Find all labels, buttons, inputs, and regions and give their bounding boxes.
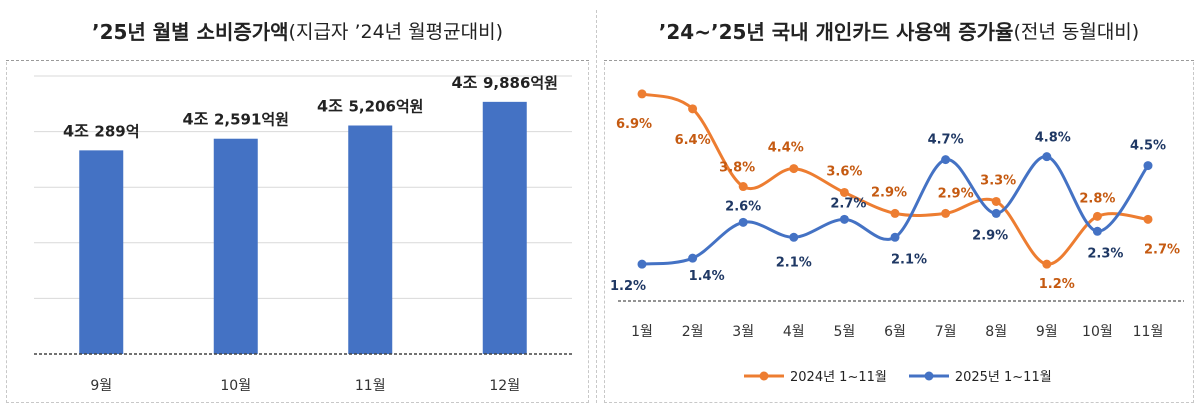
legend-label-2024: 2024년 1~11월 bbox=[790, 370, 887, 385]
series-2025-point bbox=[1042, 152, 1052, 162]
bar-category-label: 12월 bbox=[489, 378, 520, 394]
series-2025-point bbox=[688, 253, 698, 263]
bar bbox=[213, 138, 258, 354]
bar bbox=[79, 150, 124, 354]
bar-value-label: 4조 5,206억원 bbox=[317, 97, 423, 116]
right-chart-title: ’24~’25년 국내 개인카드 사용액 증가율 (전년 동월대비) bbox=[604, 6, 1194, 54]
series-2025-point bbox=[890, 232, 900, 242]
line-category-label: 9월 bbox=[1036, 324, 1058, 340]
line-category-label: 7월 bbox=[935, 324, 957, 340]
bar bbox=[348, 125, 393, 355]
right-panel: ’24~’25년 국내 개인카드 사용액 증가율 (전년 동월대비) 1월 2월 3월… bbox=[604, 6, 1194, 403]
left-chart-title: ’25년 월별 소비증가액 (지급자 ’24년 월평균대비) bbox=[6, 6, 589, 54]
line-category-label: 11월 bbox=[1133, 324, 1164, 340]
series-2025-data-label: 2.6% bbox=[725, 199, 761, 214]
series-2024-point bbox=[991, 196, 1001, 206]
line-category-label: 1월 bbox=[631, 324, 653, 340]
series-2024-point bbox=[890, 208, 900, 218]
series-2024-data-label: 3.6% bbox=[826, 164, 862, 179]
panel-divider bbox=[596, 10, 597, 403]
legend-marker-2024 bbox=[744, 371, 784, 380]
bar-value-label: 4조 9,886억원 bbox=[452, 73, 558, 92]
series-2024-point bbox=[1042, 259, 1052, 269]
left-title-normal: (지급자 ’24년 월평균대비) bbox=[288, 20, 503, 43]
bar-value-label-major: 4조 bbox=[183, 110, 214, 129]
bar-value-label-major: 4조 bbox=[317, 97, 348, 116]
line-legend: 2024년 1~11월 2025년 1~11월 bbox=[744, 366, 1052, 385]
bar bbox=[482, 101, 527, 355]
bar-category-label: 9월 bbox=[90, 378, 112, 394]
series-2025-point bbox=[738, 217, 748, 227]
series-2025-data-label: 4.7% bbox=[928, 133, 964, 148]
series-2024-point bbox=[941, 208, 951, 218]
series-2024-data-label: 2.8% bbox=[1079, 191, 1115, 206]
legend-item-2024: 2024년 1~11월 bbox=[744, 366, 887, 385]
series-2024-data-label: 4.4% bbox=[768, 141, 804, 156]
series-2024-point bbox=[637, 89, 647, 99]
line-chart: 1월 2월 3월 4월 5월 6월 7월 8월 9월 10월 11월 6.9% 6.4% 3.8% 4.4%… bbox=[610, 89, 1184, 340]
bar-chart: 4조 289억 9월 4조 2,591억원 10월 4조 5,206억원 11월 4조 9,… bbox=[34, 73, 572, 394]
series-2024-data-label: 6.4% bbox=[675, 133, 711, 148]
series-2025-point bbox=[1092, 226, 1102, 236]
legend-label-2025: 2025년 1~11월 bbox=[954, 370, 1052, 385]
series-2025-data-label: 2.3% bbox=[1087, 246, 1123, 261]
bar-value-label-minor: 9,886억원 bbox=[483, 74, 558, 92]
series-2024-data-label: 1.2% bbox=[1039, 277, 1075, 292]
series-2024-point bbox=[1092, 211, 1102, 221]
bar-category-label: 10월 bbox=[220, 378, 251, 394]
right-frame bbox=[604, 62, 1194, 403]
series-2025-point bbox=[637, 259, 647, 269]
right-title-rule bbox=[604, 60, 1194, 61]
series-2025-data-label: 1.4% bbox=[689, 269, 725, 284]
series-2024-data-label: 3.3% bbox=[980, 173, 1016, 188]
line-category-label: 2월 bbox=[682, 324, 704, 340]
series-2024-data-label: 2.7% bbox=[1144, 242, 1180, 257]
series-2025-data-label: 4.8% bbox=[1035, 131, 1071, 146]
bar-value-label-major: 4조 bbox=[452, 73, 483, 92]
series-2025-data-label: 2.1% bbox=[891, 252, 927, 267]
line-category-label: 5월 bbox=[834, 324, 856, 340]
line-category-label: 10월 bbox=[1082, 324, 1113, 340]
series-2024-point bbox=[789, 164, 799, 174]
series-2025-data-label: 2.9% bbox=[972, 228, 1008, 243]
series-2024-point bbox=[688, 104, 698, 114]
series-2024-point bbox=[1143, 214, 1153, 224]
series-2024-data-label: 2.9% bbox=[871, 185, 907, 200]
left-panel: ’25년 월별 소비증가액 (지급자 ’24년 월평균대비) 4조 289억 9월 4… bbox=[6, 6, 589, 403]
line-category-label: 8월 bbox=[985, 324, 1007, 340]
series-2024-data-label: 3.8% bbox=[719, 161, 755, 176]
series-2024-point bbox=[738, 182, 748, 192]
bar-value-label-minor: 5,206억원 bbox=[348, 98, 423, 116]
bar-value-label-major: 4조 bbox=[63, 121, 94, 140]
series-2025-data-label: 1.2% bbox=[610, 279, 646, 294]
series-2025-point bbox=[991, 208, 1001, 218]
bar-value-label: 4조 289억 bbox=[63, 121, 140, 140]
series-2025-point bbox=[941, 155, 951, 165]
series-2025-data-label: 4.5% bbox=[1130, 139, 1166, 154]
bar-value-label-minor: 289억 bbox=[94, 122, 139, 140]
series-2024-point bbox=[839, 187, 849, 197]
series-2024-data-label: 2.9% bbox=[938, 186, 974, 201]
series-2025-line bbox=[641, 155, 1150, 266]
legend-item-2025: 2025년 1~11월 bbox=[908, 366, 1052, 385]
series-2025-point bbox=[839, 214, 849, 224]
right-title-normal: (전년 동월대비) bbox=[1013, 20, 1140, 43]
bar-value-label-minor: 2,591억원 bbox=[214, 111, 289, 129]
series-2025-data-label: 2.1% bbox=[776, 255, 812, 270]
series-2025-point bbox=[789, 232, 799, 242]
bar-value-label: 4조 2,591억원 bbox=[183, 110, 289, 129]
legend-marker-2025 bbox=[908, 371, 949, 380]
series-2025-data-label: 2.7% bbox=[830, 196, 866, 211]
left-title-bold: ’25년 월별 소비증가액 bbox=[91, 19, 289, 44]
line-category-label: 4월 bbox=[783, 324, 805, 340]
line-category-label: 3월 bbox=[732, 324, 754, 340]
series-2025-point bbox=[1143, 161, 1153, 171]
line-category-label: 6월 bbox=[884, 324, 906, 340]
left-frame bbox=[6, 62, 589, 403]
right-title-bold: ’24~’25년 국내 개인카드 사용액 증가율 bbox=[658, 19, 1014, 44]
series-2024-data-label: 6.9% bbox=[616, 117, 652, 132]
bar-category-label: 11월 bbox=[355, 378, 386, 394]
left-title-rule bbox=[6, 60, 589, 61]
